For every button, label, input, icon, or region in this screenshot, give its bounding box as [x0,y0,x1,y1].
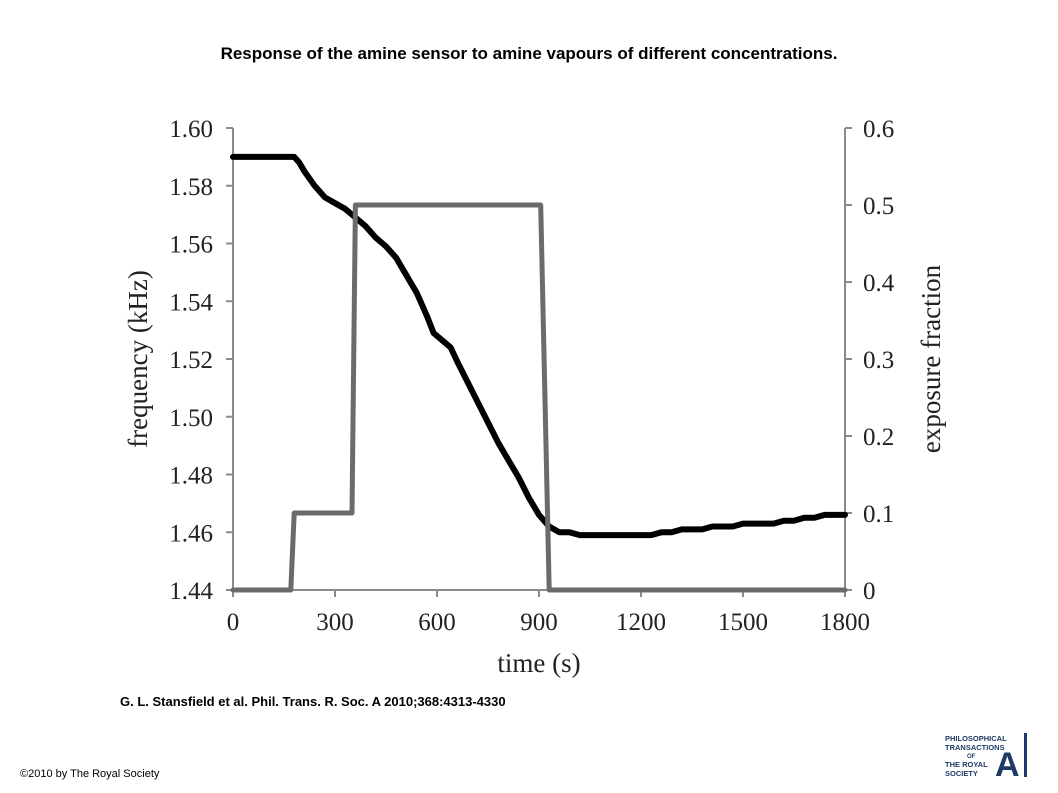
y-tick-label-left: 1.50 [169,405,213,432]
logo-line-2: TRANSACTIONS [945,743,1005,752]
y-tick-label-left: 1.56 [169,232,213,259]
copyright: ©2010 by The Royal Society [20,768,160,780]
y-tick-label-left: 1.48 [169,463,213,490]
y-tick-label-left: 1.52 [169,347,213,374]
x-tick-label: 0 [227,609,240,636]
y-tick-label-right: 0.3 [863,347,894,374]
y-tick-label-right: 0.2 [863,424,894,451]
logo-letter: A [995,746,1020,779]
y-tick-label-right: 0.5 [863,193,894,220]
x-tick-label: 300 [316,609,354,636]
logo-line-4: THE ROYAL [945,760,988,769]
y-axis-label-left: frequency (kHz) [123,270,153,448]
logo-bar [1024,733,1027,777]
chart-title: Response of the amine sensor to amine va… [220,44,838,63]
x-tick-label: 600 [418,609,456,636]
y-tick-label-left: 1.60 [169,116,213,143]
x-tick-label: 900 [520,609,558,636]
series-line-exposure [230,202,848,593]
y-tick-label-right: 0 [863,578,876,605]
y-tick-label-right: 0.1 [863,501,894,528]
logo-line-3: OF [967,754,976,760]
x-tick-label: 1800 [820,609,870,636]
x-axis-label: time (s) [497,648,580,678]
y-tick-label-left: 1.58 [169,174,213,201]
citation: G. L. Stansfield et al. Phil. Trans. R. … [120,694,506,709]
y-tick-label-right: 0.6 [863,116,894,143]
logo-line-1: PHILOSOPHICAL [945,734,1007,743]
y-tick-label-right: 0.4 [863,270,895,297]
series-line-frequency [230,153,848,539]
x-tick-label: 1200 [616,609,666,636]
y-tick-label-left: 1.46 [169,520,213,547]
y-tick-label-left: 1.54 [169,289,213,316]
y-axis-label-right: exposure fraction [916,264,946,453]
logo-line-5: SOCIETY [945,769,978,778]
x-tick-label: 1500 [718,609,768,636]
y-tick-label-left: 1.44 [169,578,213,605]
chart: 1.44 1.46 1.48 1.50 1.52 1.54 1.56 1.58 1.60 0 0.1… [123,116,946,678]
royal-society-logo: PHILOSOPHICAL TRANSACTIONS OF THE ROYAL … [945,733,1027,779]
